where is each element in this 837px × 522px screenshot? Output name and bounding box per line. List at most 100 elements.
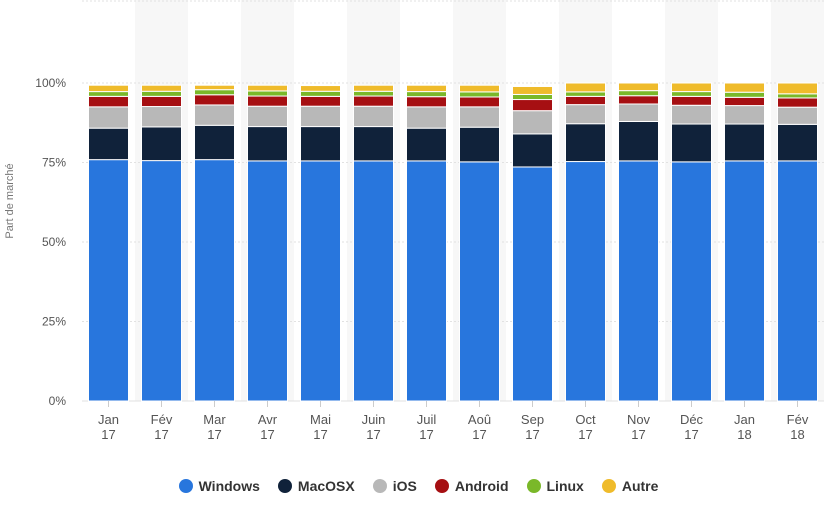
legend-dot-icon xyxy=(434,479,449,493)
bar-segment-linux[interactable] xyxy=(565,91,606,97)
bar-segment-windows[interactable] xyxy=(406,160,447,402)
bar-segment-windows[interactable] xyxy=(724,160,765,402)
bar-segment-linux[interactable] xyxy=(88,91,129,97)
bar-segment-ios[interactable] xyxy=(512,110,553,135)
bar-segment-android[interactable] xyxy=(247,95,288,107)
bar-segment-ios[interactable] xyxy=(194,104,235,126)
bar-segment-linux[interactable] xyxy=(353,90,394,97)
y-tick-label: 25% xyxy=(42,315,66,329)
bar-segment-autre[interactable] xyxy=(565,82,606,93)
bar-segment-linux[interactable] xyxy=(194,89,235,96)
bar-segment-android[interactable] xyxy=(141,95,182,108)
bar-segment-android[interactable] xyxy=(459,96,500,108)
bars xyxy=(88,82,818,402)
bar-segment-windows[interactable] xyxy=(777,160,818,402)
x-tick-label: Oct 17 xyxy=(575,412,596,442)
bar-segment-ios[interactable] xyxy=(459,106,500,128)
bar-segment-macosx[interactable] xyxy=(618,120,659,162)
bar-segment-linux[interactable] xyxy=(618,90,659,97)
bar-segment-ios[interactable] xyxy=(618,103,659,122)
legend-dot-icon xyxy=(277,479,292,493)
bar-segment-autre[interactable] xyxy=(88,84,129,93)
bar-segment-autre[interactable] xyxy=(671,82,712,93)
bar-segment-macosx[interactable] xyxy=(671,123,712,163)
bar-segment-autre[interactable] xyxy=(618,82,659,92)
bar-segment-ios[interactable] xyxy=(247,105,288,128)
bar-segment-windows[interactable] xyxy=(618,160,659,402)
bar-segment-ios[interactable] xyxy=(406,106,447,129)
bar-segment-linux[interactable] xyxy=(777,93,818,99)
bar-segment-ios[interactable] xyxy=(300,105,341,128)
bar-segment-linux[interactable] xyxy=(141,90,182,97)
bar-segment-android[interactable] xyxy=(300,95,341,107)
bar-segment-linux[interactable] xyxy=(300,90,341,97)
bar-segment-windows[interactable] xyxy=(512,166,553,402)
legend-item-autre[interactable]: Autre xyxy=(601,478,658,494)
bar-segment-macosx[interactable] xyxy=(300,126,341,162)
bar-segment-windows[interactable] xyxy=(353,160,394,402)
bar-segment-linux[interactable] xyxy=(671,91,712,97)
legend-item-ios[interactable]: iOS xyxy=(372,478,417,494)
bar-segment-windows[interactable] xyxy=(247,160,288,402)
bar-segment-macosx[interactable] xyxy=(88,127,129,161)
bar-segment-windows[interactable] xyxy=(671,161,712,402)
bar-segment-windows[interactable] xyxy=(141,160,182,402)
bar-segment-android[interactable] xyxy=(724,96,765,107)
bar-segment-autre[interactable] xyxy=(353,84,394,92)
bar-segment-autre[interactable] xyxy=(777,82,818,95)
x-tick-label: Avr 17 xyxy=(258,412,278,442)
bar-segment-autre[interactable] xyxy=(300,85,341,92)
bar-segment-macosx[interactable] xyxy=(141,126,182,162)
bar-segment-macosx[interactable] xyxy=(777,123,818,162)
bar-segment-linux[interactable] xyxy=(512,93,553,101)
legend-item-linux[interactable]: Linux xyxy=(526,478,584,494)
bar-segment-windows[interactable] xyxy=(300,160,341,402)
bar-segment-linux[interactable] xyxy=(459,91,500,98)
bar-segment-macosx[interactable] xyxy=(406,127,447,162)
bar-segment-android[interactable] xyxy=(194,94,235,106)
legend-item-macosx[interactable]: MacOSX xyxy=(277,478,355,494)
legend-label: MacOSX xyxy=(297,478,355,494)
bar-segment-macosx[interactable] xyxy=(565,123,606,163)
bar-segment-macosx[interactable] xyxy=(724,123,765,162)
bar-segment-autre[interactable] xyxy=(194,84,235,91)
bar-segment-ios[interactable] xyxy=(777,106,818,125)
legend-item-windows[interactable]: Windows xyxy=(178,478,260,494)
bar-segment-ios[interactable] xyxy=(724,105,765,125)
bar-segment-android[interactable] xyxy=(88,95,129,108)
bar-segment-macosx[interactable] xyxy=(512,133,553,168)
bar-segment-autre[interactable] xyxy=(247,84,288,92)
legend-item-android[interactable]: Android xyxy=(434,478,509,494)
legend-label: Windows xyxy=(198,478,260,494)
bar-segment-macosx[interactable] xyxy=(353,126,394,162)
bar-segment-android[interactable] xyxy=(777,97,818,108)
bar-segment-autre[interactable] xyxy=(459,84,500,93)
bar-segment-android[interactable] xyxy=(565,95,606,106)
bar-segment-windows[interactable] xyxy=(88,159,129,402)
bar-segment-windows[interactable] xyxy=(459,161,500,402)
y-tick-label: 100% xyxy=(35,76,66,90)
bar-segment-linux[interactable] xyxy=(406,91,447,98)
bar-segment-ios[interactable] xyxy=(141,106,182,128)
bar-segment-autre[interactable] xyxy=(724,82,765,93)
bar-segment-ios[interactable] xyxy=(565,104,606,125)
bar-segment-android[interactable] xyxy=(353,95,394,107)
bar-segment-linux[interactable] xyxy=(247,90,288,97)
bar-segment-android[interactable] xyxy=(512,99,553,112)
bar-segment-windows[interactable] xyxy=(194,159,235,402)
bar-segment-ios[interactable] xyxy=(353,105,394,128)
bar-segment-autre[interactable] xyxy=(406,84,447,93)
bar-segment-windows[interactable] xyxy=(565,161,606,402)
bar-segment-ios[interactable] xyxy=(671,104,712,125)
bar-segment-autre[interactable] xyxy=(141,84,182,92)
bar-segment-macosx[interactable] xyxy=(459,126,500,163)
bar-segment-ios[interactable] xyxy=(88,106,129,129)
bar-segment-autre[interactable] xyxy=(512,85,553,95)
bar-segment-android[interactable] xyxy=(671,95,712,106)
bar-segment-macosx[interactable] xyxy=(194,124,235,161)
bar-segment-android[interactable] xyxy=(406,96,447,108)
bar-segment-macosx[interactable] xyxy=(247,126,288,162)
bar-segment-android[interactable] xyxy=(618,95,659,105)
bar-segment-linux[interactable] xyxy=(724,91,765,98)
